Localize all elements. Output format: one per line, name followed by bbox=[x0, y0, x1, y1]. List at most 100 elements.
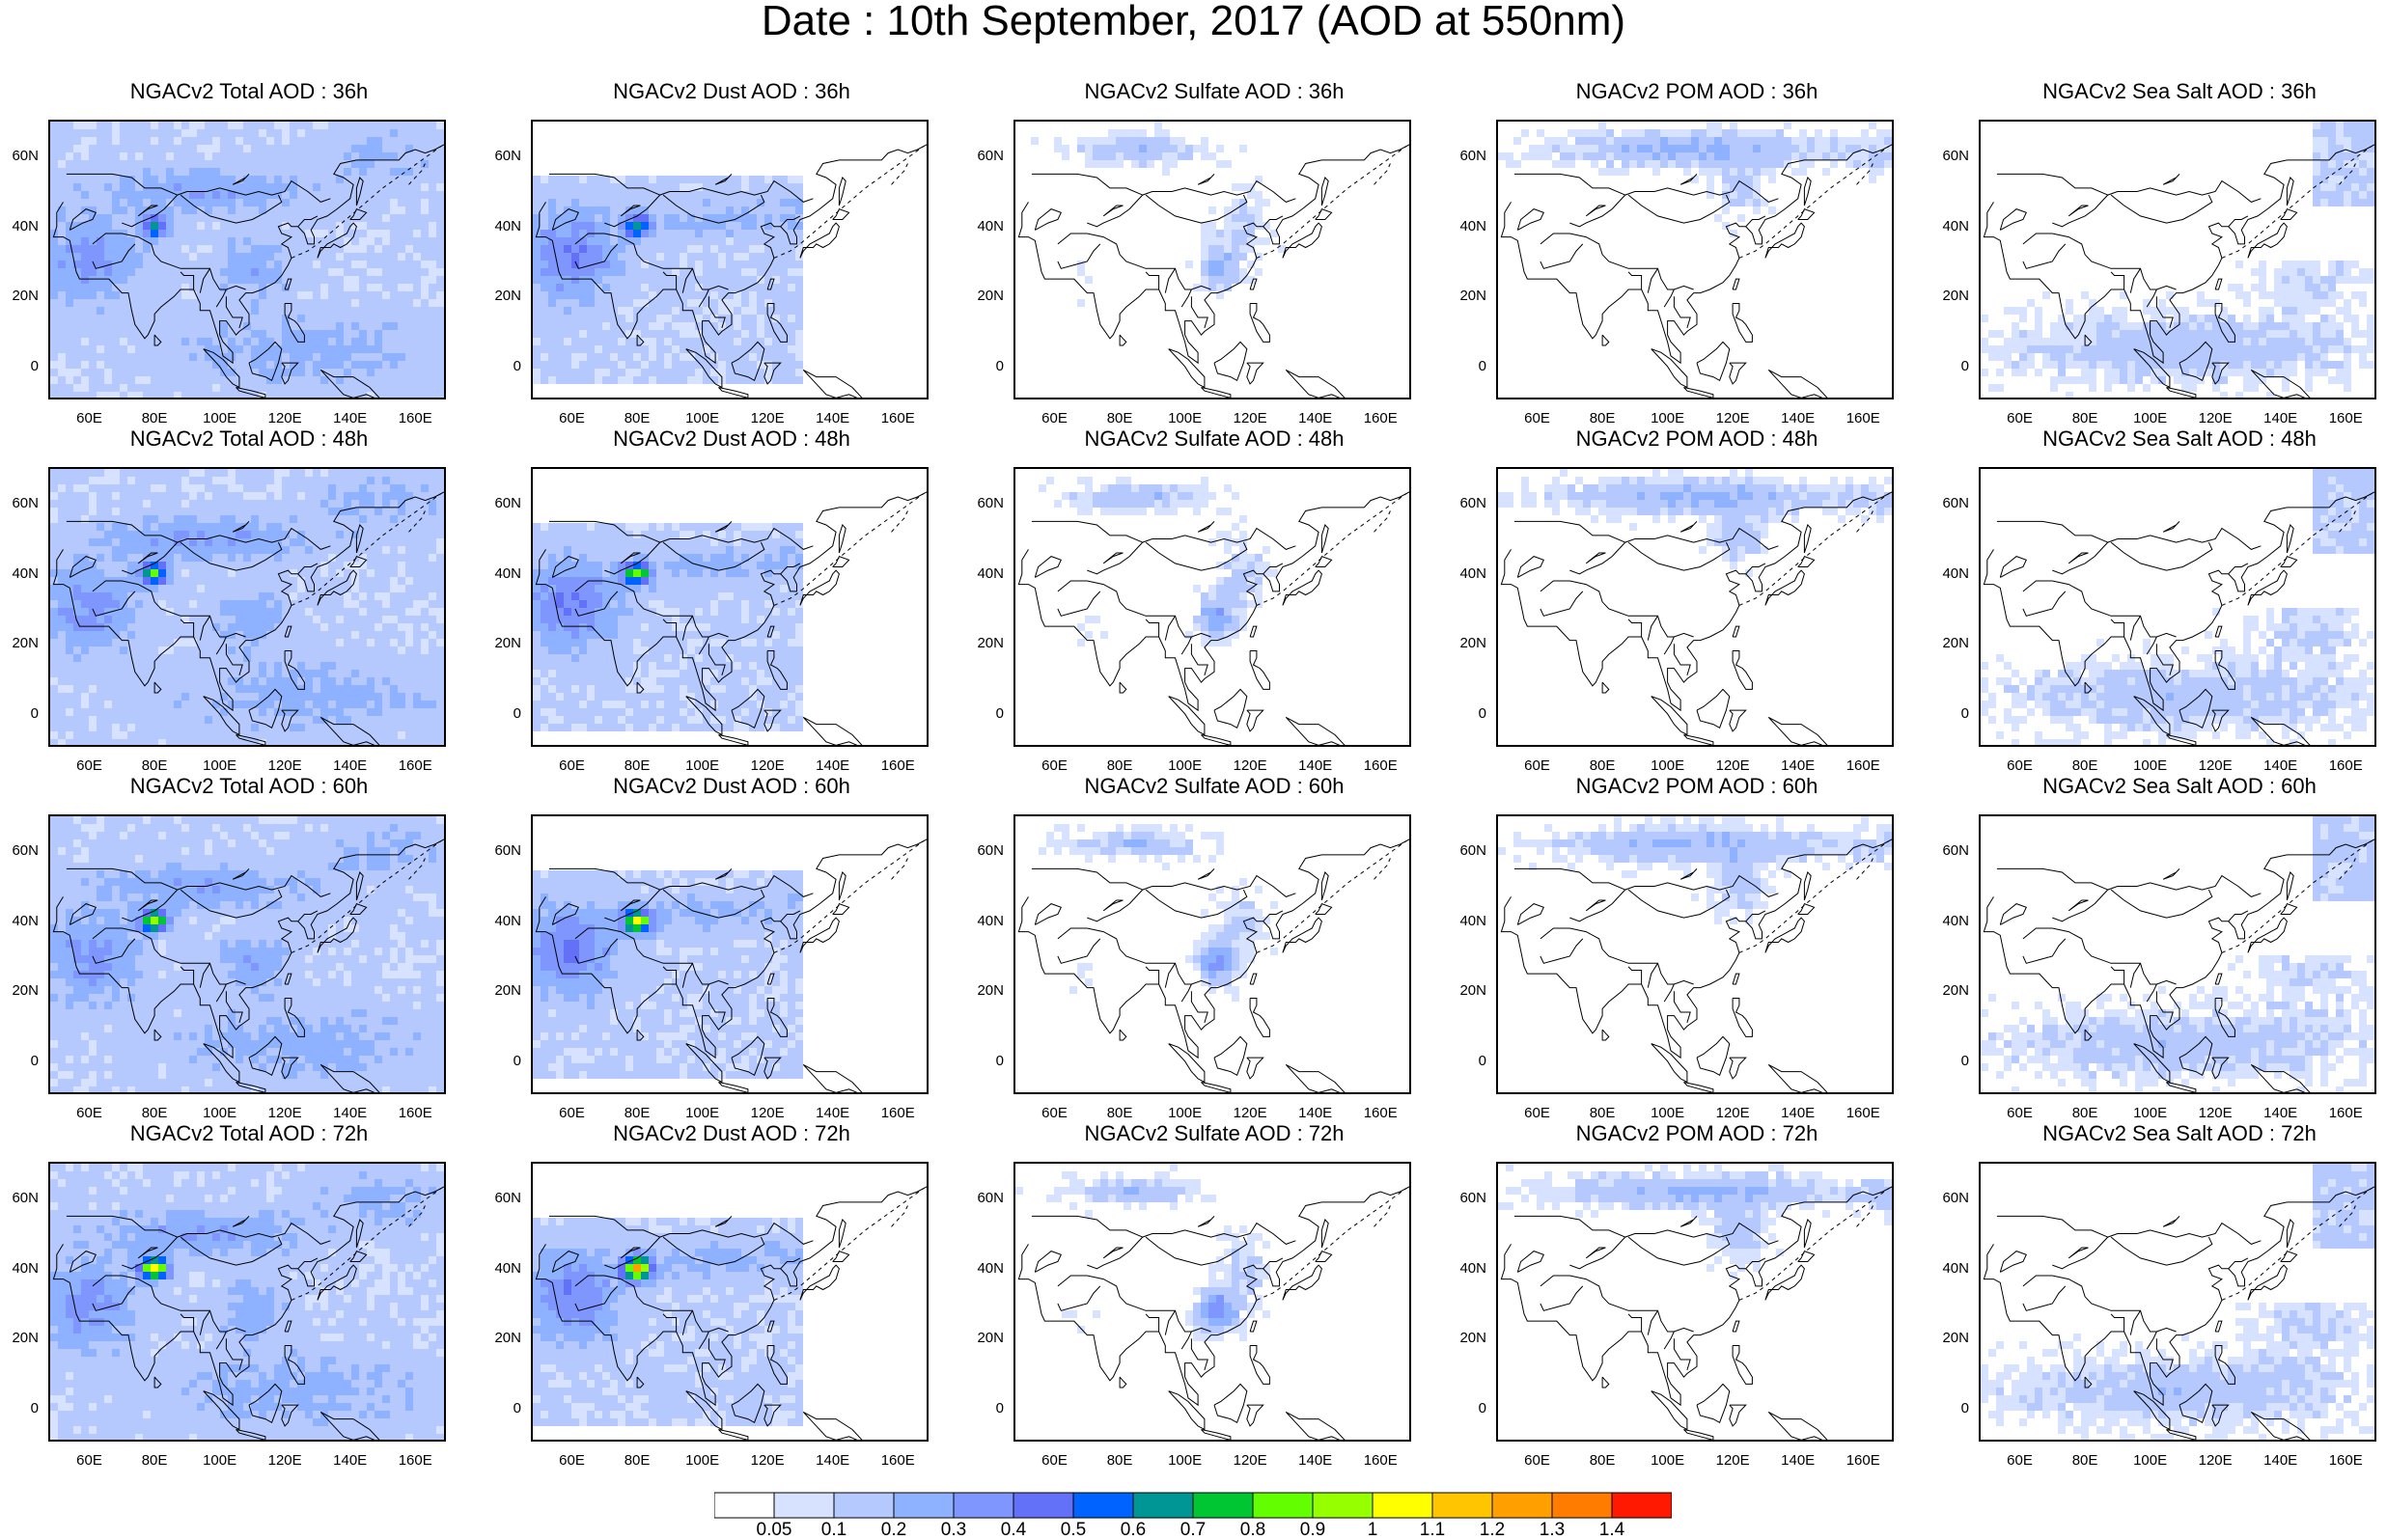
aod-cell bbox=[1822, 137, 1830, 145]
aod-cell bbox=[421, 268, 429, 276]
aod-cell bbox=[2104, 315, 2112, 322]
aod-cell bbox=[421, 237, 429, 245]
lon-tick-label: 100E bbox=[685, 410, 720, 426]
aod-cell bbox=[1568, 145, 1575, 152]
aod-cell bbox=[2181, 330, 2189, 338]
aod-cell bbox=[212, 129, 220, 137]
aod-cell bbox=[1652, 168, 1660, 176]
aod-cell bbox=[305, 145, 313, 152]
aod-cell bbox=[595, 376, 602, 384]
aod-cell bbox=[571, 183, 579, 191]
aod-cell bbox=[2096, 361, 2104, 369]
aod-cell bbox=[251, 531, 259, 538]
aod-cell bbox=[564, 353, 571, 361]
aod-cell bbox=[290, 322, 297, 330]
aod-cell bbox=[1239, 222, 1247, 230]
aod-cell bbox=[228, 523, 236, 531]
aod-cell bbox=[734, 176, 741, 183]
aod-cell bbox=[2266, 322, 2274, 330]
aod-cell bbox=[2189, 361, 2197, 369]
aod-cell bbox=[548, 307, 556, 315]
aod-cell bbox=[421, 245, 429, 253]
aod-cell bbox=[2336, 291, 2344, 299]
aod-cell bbox=[556, 291, 564, 299]
aod-cell bbox=[120, 500, 127, 508]
aod-cell bbox=[197, 500, 205, 508]
aod-cell bbox=[390, 199, 398, 206]
aod-cell bbox=[2344, 176, 2351, 183]
aod-cell bbox=[81, 214, 89, 222]
aod-cell bbox=[158, 122, 166, 129]
aod-cell bbox=[533, 183, 541, 191]
lon-tick-label: 160E bbox=[880, 410, 915, 426]
aod-cell bbox=[587, 338, 595, 345]
aod-cell bbox=[2320, 191, 2328, 199]
aod-cell bbox=[158, 523, 166, 531]
aod-cell bbox=[181, 338, 189, 345]
aod-cell bbox=[112, 538, 120, 546]
aod-cell bbox=[274, 137, 282, 145]
aod-cell bbox=[290, 392, 297, 398]
aod-cell bbox=[1737, 199, 1745, 206]
aod-cell bbox=[127, 145, 135, 152]
panel-title: NGACv2 POM AOD : 36h bbox=[1575, 79, 1818, 103]
aod-cell bbox=[236, 299, 243, 307]
aod-cell bbox=[274, 577, 282, 585]
aod-cell bbox=[359, 291, 367, 299]
aod-cell bbox=[266, 484, 274, 492]
country-border bbox=[780, 215, 801, 228]
aod-cell bbox=[197, 291, 205, 299]
aod-cell bbox=[703, 237, 710, 245]
coastline bbox=[69, 208, 97, 231]
aod-cell bbox=[151, 538, 158, 546]
aod-cell bbox=[290, 160, 297, 168]
aod-cell bbox=[2313, 369, 2320, 376]
aod-cell bbox=[243, 214, 251, 222]
aod-cell bbox=[413, 500, 421, 508]
aod-cell bbox=[166, 299, 174, 307]
aod-cell bbox=[2151, 322, 2158, 330]
aod-cell bbox=[390, 129, 398, 137]
aod-cell bbox=[58, 183, 66, 191]
aod-cell bbox=[104, 569, 112, 577]
aod-cell bbox=[120, 199, 127, 206]
aod-cell bbox=[197, 562, 205, 569]
aod-cell bbox=[413, 145, 421, 152]
aod-cell bbox=[197, 245, 205, 253]
aod-cell bbox=[2135, 330, 2143, 338]
aod-cell bbox=[595, 353, 602, 361]
aod-cell bbox=[282, 268, 290, 276]
aod-cell bbox=[1247, 191, 1255, 199]
aod-cell bbox=[1776, 129, 1784, 137]
aod-cell bbox=[772, 353, 780, 361]
aod-cell bbox=[220, 469, 228, 477]
aod-cell bbox=[189, 384, 197, 392]
aod-cell bbox=[220, 330, 228, 338]
aod-cell bbox=[112, 562, 120, 569]
aod-cell bbox=[2290, 276, 2297, 284]
aod-cell bbox=[764, 345, 772, 353]
aod-cell bbox=[367, 261, 375, 268]
aod-cell bbox=[328, 291, 336, 299]
aod-cell bbox=[625, 361, 633, 369]
aod-cell bbox=[541, 230, 548, 237]
aod-cell bbox=[81, 261, 89, 268]
aod-cell bbox=[2089, 322, 2096, 330]
aod-cell bbox=[282, 315, 290, 322]
aod-cell bbox=[1077, 137, 1085, 145]
aod-cell bbox=[158, 376, 166, 384]
aod-cell bbox=[618, 206, 625, 214]
aod-cell bbox=[135, 608, 143, 616]
aod-cell bbox=[143, 369, 151, 376]
aod-cell bbox=[336, 554, 344, 562]
aod-cell bbox=[97, 183, 104, 191]
aod-cell bbox=[2197, 315, 2205, 322]
aod-cell bbox=[228, 291, 236, 299]
aod-cell bbox=[649, 237, 656, 245]
aod-cell bbox=[1537, 145, 1544, 152]
aod-cell bbox=[290, 361, 297, 369]
aod-cell bbox=[2042, 353, 2050, 361]
aod-cell bbox=[772, 338, 780, 345]
aod-cell bbox=[158, 477, 166, 484]
aod-cell bbox=[2235, 345, 2243, 353]
